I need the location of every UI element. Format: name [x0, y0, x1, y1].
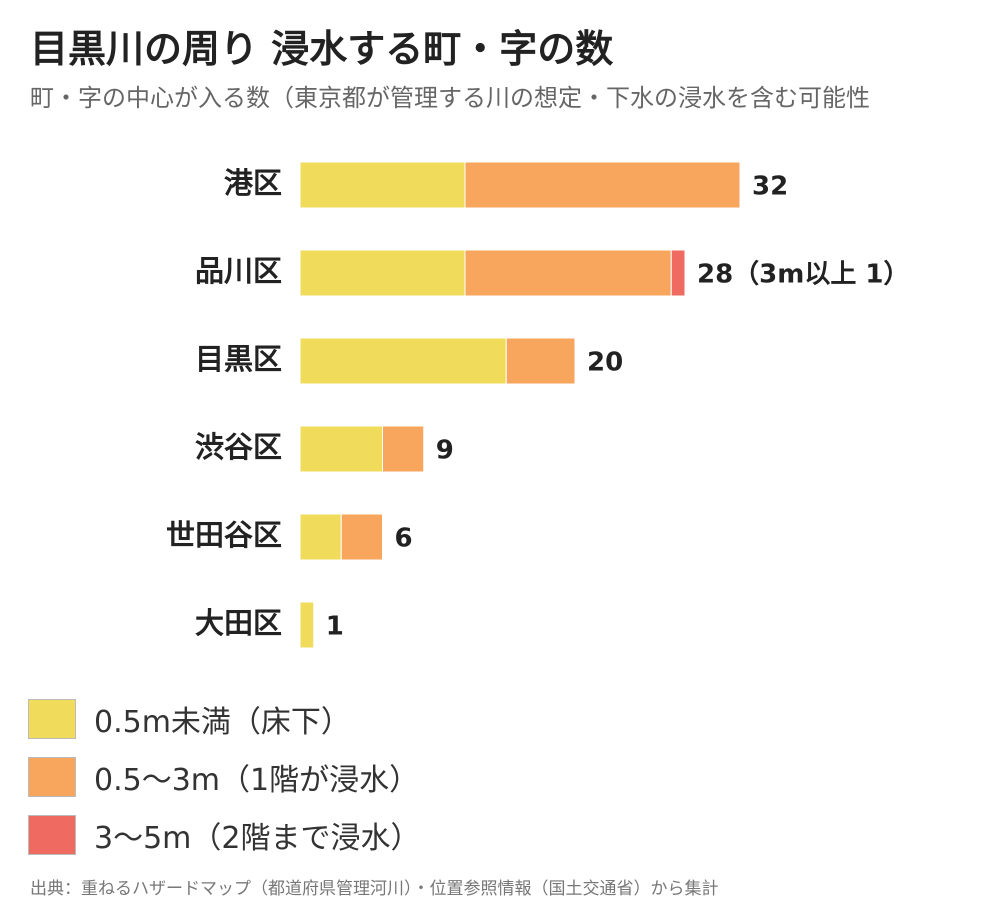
bar-segment-s0-1 [299, 249, 466, 297]
value-label: 1 [326, 612, 344, 642]
legend-label-3-5m: 3～5m（2階まで浸水） [94, 821, 421, 856]
legend-swatch-05-3m [28, 757, 76, 797]
legend-item-under-05m: 0.5m未満（床下） [28, 690, 420, 748]
legend-label-05-3m: 0.5～3m（1階が浸水） [94, 763, 420, 798]
category-label: 港区 [224, 166, 282, 200]
legend-swatch-3-5m [28, 815, 76, 855]
legend-label-under-05m: 0.5m未満（床下） [94, 705, 351, 740]
value-label: 6 [395, 524, 413, 554]
bar-segment-s0-2 [299, 337, 507, 385]
bar-segment-s0-0 [299, 161, 466, 209]
legend: 0.5m未満（床下） 0.5～3m（1階が浸水） 3～5m（2階まで浸水） [28, 690, 420, 864]
category-label: 大田区 [195, 606, 282, 640]
category-label: 品川区 [195, 254, 282, 288]
value-label: 28（3m以上 1） [697, 260, 910, 290]
legend-swatch-under-05m [28, 699, 76, 739]
value-label: 20 [587, 348, 623, 378]
chart-title: 目黒川の周り 浸水する町・字の数 [30, 27, 614, 71]
legend-item-05-3m: 0.5～3m（1階が浸水） [28, 748, 420, 806]
bar-segment-s0-4 [299, 513, 342, 561]
chart-subtitle: 町・字の中心が入る数（東京都が管理する川の想定・下水の浸水を含む可能性 [30, 84, 870, 112]
value-label: 9 [436, 436, 454, 466]
bar-segment-s1-2 [505, 337, 576, 385]
bar-segment-s1-4 [340, 513, 383, 561]
bar-chart: 港区 32 品川区 28（3m以上 1） 目黒区 20 渋谷区 9 世田谷区 6 大田区 1 [166, 161, 910, 649]
bar-segment-s1-0 [464, 161, 741, 209]
bar-segment-s2-1 [670, 249, 686, 297]
bar-segment-s1-1 [464, 249, 672, 297]
source-note: 出典：重ねるハザードマップ（都道府県管理河川）・位置参照情報（国土交通省）から集… [30, 879, 719, 899]
bar-segment-s1-3 [382, 425, 425, 473]
bar-segment-s0-5 [299, 601, 315, 649]
category-label: 渋谷区 [195, 430, 282, 464]
bar-segment-s0-3 [299, 425, 383, 473]
category-label: 世田谷区 [166, 518, 282, 552]
legend-item-3-5m: 3～5m（2階まで浸水） [28, 806, 420, 864]
category-label: 目黒区 [195, 342, 282, 376]
value-label: 32 [752, 172, 788, 202]
